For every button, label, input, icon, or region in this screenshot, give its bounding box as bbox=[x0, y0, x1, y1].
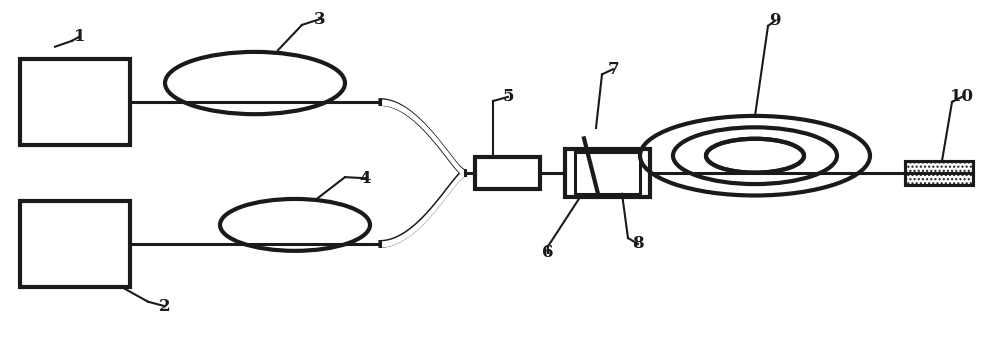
Bar bbox=[575, 152, 640, 194]
Text: 8: 8 bbox=[632, 235, 644, 253]
Text: 5: 5 bbox=[502, 88, 514, 106]
Bar bbox=[565, 149, 650, 197]
Text: 3: 3 bbox=[314, 10, 326, 28]
Text: 10: 10 bbox=[950, 88, 974, 106]
Bar bbox=[20, 59, 130, 145]
Text: 4: 4 bbox=[359, 170, 371, 187]
Text: 1: 1 bbox=[74, 28, 86, 45]
Text: 2: 2 bbox=[159, 298, 171, 315]
Text: 7: 7 bbox=[607, 61, 619, 78]
Text: 6: 6 bbox=[542, 244, 554, 261]
Bar bbox=[20, 201, 130, 287]
Bar bbox=[905, 161, 973, 185]
Text: 9: 9 bbox=[769, 12, 781, 29]
Bar bbox=[475, 157, 540, 189]
Bar bbox=[905, 161, 973, 185]
Circle shape bbox=[716, 142, 794, 169]
